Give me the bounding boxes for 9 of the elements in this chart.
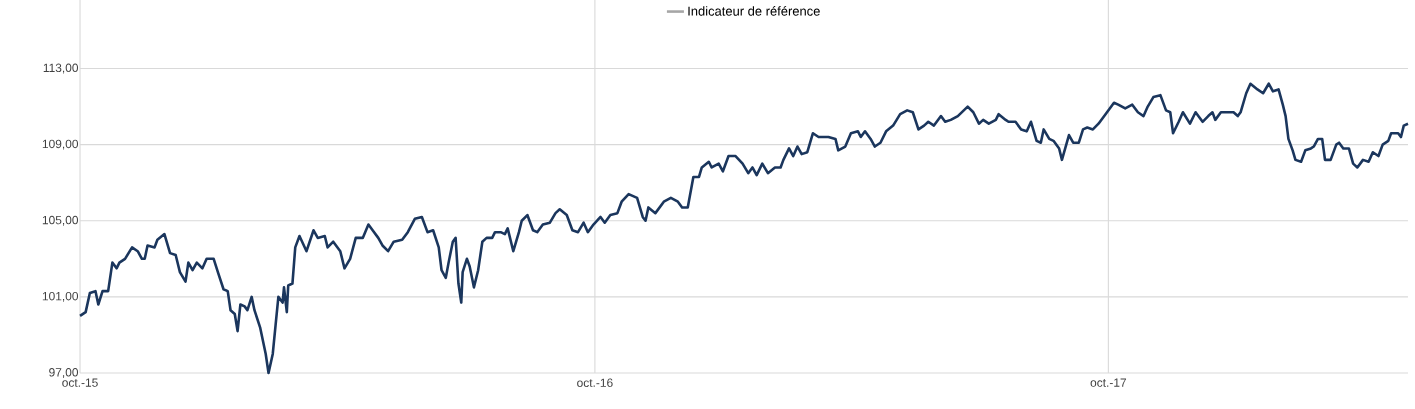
- x-tick-label: oct.-15: [62, 378, 98, 387]
- y-tick-label: 109,00: [42, 139, 79, 150]
- y-tick-label: 113,00: [43, 63, 79, 74]
- y-tick-label: 105,00: [42, 215, 79, 226]
- x-tick-label: oct.-17: [1090, 378, 1127, 387]
- y-tick-label: 97,00: [49, 368, 79, 378]
- legend-label: Indicateur de référence: [688, 6, 820, 16]
- x-tick-label: oct.-16: [577, 378, 613, 387]
- y-tick-label: 101,00: [42, 291, 79, 302]
